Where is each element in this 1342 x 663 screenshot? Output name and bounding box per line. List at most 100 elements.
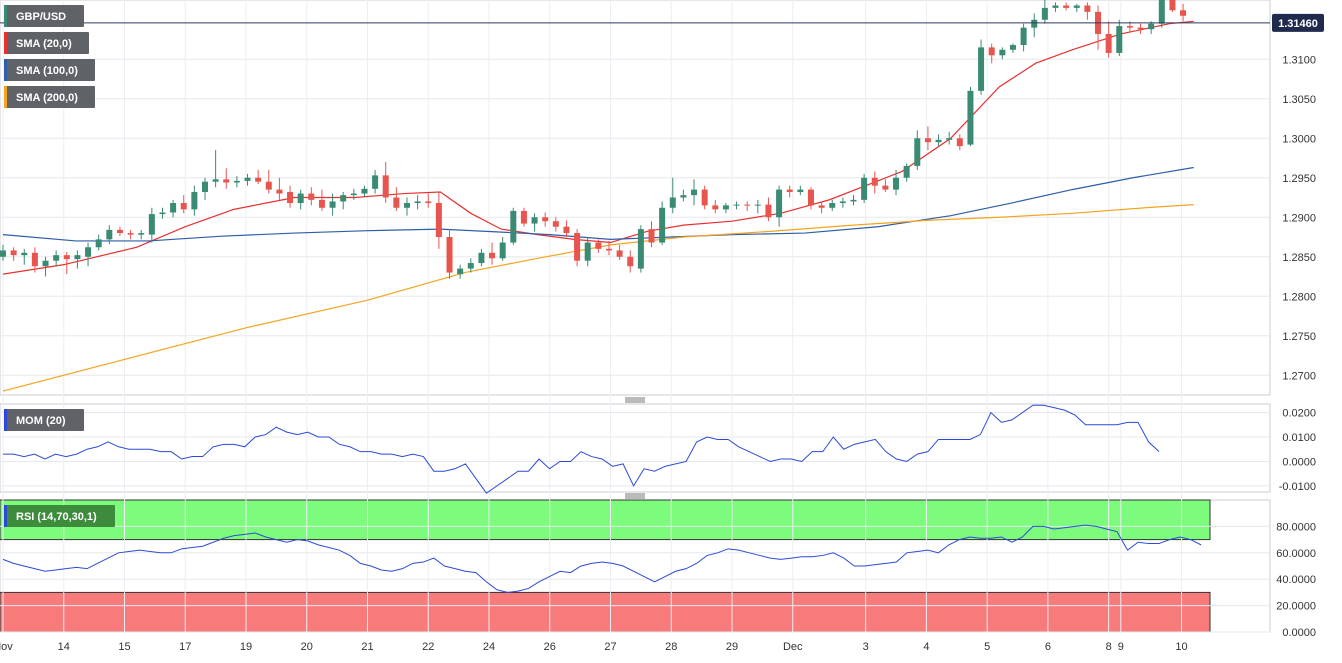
candle-down bbox=[63, 255, 70, 260]
candle-up bbox=[797, 189, 804, 192]
mom-axis-label: 0.0100 bbox=[1282, 432, 1316, 444]
candle-up bbox=[893, 177, 900, 190]
mom-gridlines bbox=[0, 412, 1270, 487]
candle-down bbox=[563, 226, 570, 234]
rsi-axis-label: 20.0000 bbox=[1276, 601, 1316, 613]
legend-sma-200-text: SMA (200,0) bbox=[16, 92, 78, 104]
candle-up bbox=[0, 250, 6, 257]
price-axis-label: 1.2700 bbox=[1282, 370, 1316, 382]
candle-up bbox=[21, 252, 28, 256]
candle-down bbox=[616, 250, 623, 257]
candle-up bbox=[669, 197, 676, 208]
legend-rsi[interactable]: RSI (14,70,30,1) bbox=[4, 505, 115, 527]
candle-up bbox=[478, 252, 485, 264]
candle-down bbox=[265, 181, 272, 190]
mom-axis-label: -0.0100 bbox=[1279, 481, 1316, 493]
mom-line bbox=[3, 404, 1160, 494]
candlesticks bbox=[0, 0, 1187, 279]
legend-symbol-text: GBP/USD bbox=[16, 11, 66, 23]
legend-sma-100[interactable]: SMA (100,0) bbox=[4, 59, 95, 81]
price-axis-label: 1.3050 bbox=[1282, 94, 1316, 106]
candle-up bbox=[53, 255, 60, 261]
last-price-tag-bg bbox=[1272, 13, 1324, 32]
x-axis-label: 22 bbox=[422, 641, 434, 653]
candle-up bbox=[329, 201, 336, 208]
candle-down bbox=[924, 138, 931, 143]
x-axis-label: 4 bbox=[923, 641, 929, 653]
last-price-tag-text: 1.31460 bbox=[1278, 18, 1318, 30]
candle-down bbox=[308, 193, 315, 200]
candle-up bbox=[510, 210, 517, 243]
legend-mom-text: MOM (20) bbox=[16, 415, 66, 427]
splitter-price-mom[interactable] bbox=[625, 397, 645, 403]
legend-mom[interactable]: MOM (20) bbox=[4, 409, 84, 431]
rsi-axis-label: 0.0000 bbox=[1282, 627, 1316, 639]
x-axis-label: 17 bbox=[179, 641, 191, 653]
rsi-oversold-zone bbox=[0, 591, 1211, 633]
legend-rsi-text: RSI (14,70,30,1) bbox=[16, 511, 97, 523]
candle-up bbox=[637, 229, 644, 269]
candle-down bbox=[807, 189, 814, 206]
legend-symbol[interactable]: GBP/USD bbox=[4, 5, 84, 27]
legend-sma-200[interactable]: SMA (200,0) bbox=[4, 86, 95, 108]
candle-down bbox=[956, 138, 963, 147]
candle-down bbox=[871, 177, 878, 186]
candle-up bbox=[85, 247, 92, 257]
candle-up bbox=[191, 191, 198, 210]
candle-up bbox=[1041, 7, 1048, 20]
candle-up bbox=[244, 177, 251, 181]
last-price-tag: 1.31460 bbox=[1272, 13, 1324, 32]
candle-up bbox=[138, 233, 145, 235]
candle-down bbox=[1180, 10, 1187, 16]
candle-down bbox=[1105, 33, 1112, 53]
candle-down bbox=[627, 256, 634, 267]
candle-up bbox=[159, 212, 166, 215]
candle-up bbox=[1031, 19, 1038, 28]
candle-up bbox=[999, 49, 1006, 56]
candle-up bbox=[722, 205, 729, 210]
candle-up bbox=[1148, 23, 1155, 30]
price-panel-bg bbox=[0, 0, 1271, 396]
price-axis-label: 1.3100 bbox=[1282, 54, 1316, 66]
x-axis-label: 26 bbox=[544, 641, 556, 653]
sma-line-2 bbox=[2, 204, 1194, 392]
x-axis-label: 15 bbox=[118, 641, 130, 653]
candle-down bbox=[10, 250, 17, 256]
splitter-mom-rsi[interactable] bbox=[625, 493, 645, 499]
vertical-gridlines bbox=[2, 0, 1183, 632]
candle-down bbox=[765, 204, 772, 218]
rsi-axis-labels: 80.0000 60.0000 40.0000 20.0000 0.0000 bbox=[1276, 521, 1316, 639]
x-axis-label: 21 bbox=[361, 641, 373, 653]
candle-down bbox=[1126, 26, 1133, 28]
candle-down bbox=[116, 229, 123, 234]
candle-down bbox=[744, 204, 751, 206]
candle-up bbox=[297, 193, 304, 204]
candle-down bbox=[446, 237, 453, 273]
price-axis-labels: 1.2700 1.2750 1.2800 1.2850 1.2900 1.2950 1.30… bbox=[1282, 54, 1316, 382]
candle-up bbox=[1052, 5, 1059, 8]
rsi-overbought-zone bbox=[0, 499, 1211, 541]
x-axis-label: 9 bbox=[1118, 641, 1124, 653]
x-axis-label: 6 bbox=[1045, 641, 1051, 653]
mom-axis-label: 0.0000 bbox=[1282, 456, 1316, 468]
candle-up bbox=[1158, 0, 1165, 24]
candle-up bbox=[1116, 26, 1123, 53]
candle-up bbox=[372, 175, 379, 189]
candle-up bbox=[201, 181, 208, 192]
price-axis-label: 1.2750 bbox=[1282, 331, 1316, 343]
candle-up bbox=[978, 47, 985, 91]
legend-sma-20[interactable]: SMA (20,0) bbox=[4, 32, 89, 54]
candle-up bbox=[754, 204, 761, 206]
sma-line-0 bbox=[2, 20, 1194, 275]
candle-down bbox=[552, 221, 559, 227]
rsi-gridlines bbox=[0, 525, 1270, 633]
price-axis-label: 1.2950 bbox=[1282, 173, 1316, 185]
candle-down bbox=[818, 205, 825, 208]
candle-up bbox=[499, 242, 506, 259]
x-axis-label: 19 bbox=[240, 641, 252, 653]
candle-down bbox=[648, 229, 655, 243]
candle-up bbox=[403, 203, 410, 208]
candle-down bbox=[574, 233, 581, 261]
legend-sma-100-text: SMA (100,0) bbox=[16, 65, 78, 77]
